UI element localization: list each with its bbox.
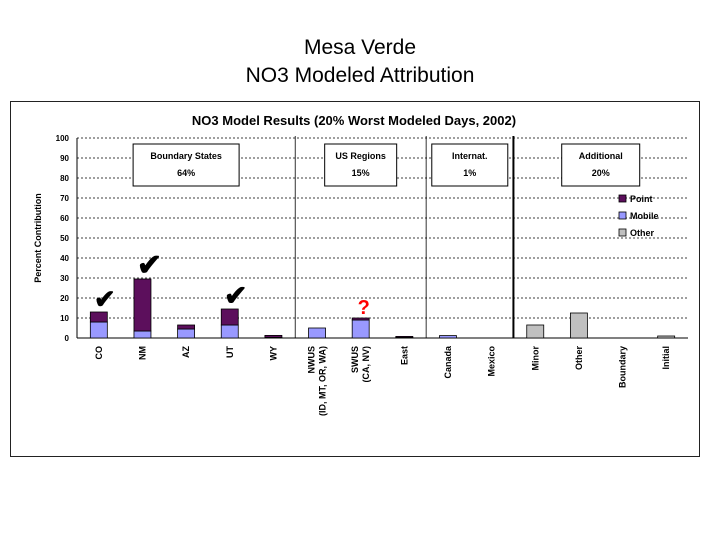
group-box-label: Internat. [452, 151, 488, 161]
bar-mobile [220, 324, 239, 339]
y-tick-label: 90 [60, 154, 69, 163]
x-tick-label: Mexico [487, 346, 497, 377]
chart-figure: NO3 Model Results (20% Worst Modeled Day… [10, 101, 700, 457]
y-tick-label: 20 [60, 294, 69, 303]
y-axis-label: Percent Contribution [33, 193, 43, 283]
x-tick-label: SWUS [350, 346, 360, 373]
bar-other [657, 335, 676, 339]
group-box-value: 15% [352, 168, 370, 178]
y-tick-label: 40 [60, 254, 69, 263]
bar-point [220, 308, 239, 326]
bar-other [569, 312, 588, 339]
bar-point [177, 324, 196, 330]
group-box [561, 143, 641, 187]
y-tick-label: 70 [60, 194, 69, 203]
bar-mobile [351, 319, 370, 339]
legend-swatch [618, 211, 627, 220]
y-tick-label: 80 [60, 174, 69, 183]
legend-swatch [618, 228, 627, 237]
bar-point [89, 311, 108, 323]
bar-point [264, 334, 283, 338]
question-mark-annotation: ? [358, 297, 370, 319]
group-box [324, 143, 398, 187]
checkmark-annotation: ✔ [224, 280, 247, 311]
y-tick-label: 50 [60, 234, 69, 243]
slide-title-line1: Mesa Verde [303, 36, 417, 59]
group-box-label: Additional [579, 151, 623, 161]
x-tick-label: East [399, 346, 409, 365]
slide-title-line2: NO3 Modeled Attribution [245, 64, 475, 87]
legend-swatch [618, 194, 627, 203]
bar-mobile [308, 327, 326, 339]
x-tick-label: Boundary [618, 346, 628, 388]
bar-point [133, 278, 152, 332]
bar-mobile [177, 328, 196, 339]
nitrate-attribution-chart: NO3 Model Results (20% Worst Modeled Day… [33, 113, 688, 416]
x-tick-label: NWUS [307, 346, 317, 374]
x-tick-label: Other [574, 346, 584, 371]
group-box-value: 1% [463, 168, 476, 178]
x-tick-label: CO [94, 346, 104, 360]
group-box [132, 143, 240, 187]
bar-point [351, 317, 370, 321]
x-tick-label: AZ [181, 346, 191, 358]
legend-label: Point [630, 194, 653, 204]
y-tick-label: 0 [65, 334, 70, 343]
bar-mobile [89, 321, 108, 339]
group-box-value: 64% [177, 168, 195, 178]
legend-label: Mobile [630, 211, 659, 221]
group-box [431, 143, 509, 187]
group-box-label: Boundary States [150, 151, 222, 161]
x-tick-label: (ID, MT, OR, WA) [318, 346, 328, 416]
bar-mobile [439, 335, 457, 339]
checkmark-annotation: ✔ [137, 249, 162, 282]
bar-point [395, 335, 414, 338]
chart-title: NO3 Model Results (20% Worst Modeled Day… [192, 113, 516, 128]
bar-mobile [133, 330, 152, 339]
y-tick-label: 30 [60, 274, 69, 283]
x-tick-label: Initial [661, 346, 671, 370]
x-tick-label: (CA, NV) [361, 346, 371, 383]
legend-label: Other [630, 228, 655, 238]
x-tick-label: Canada [443, 345, 453, 379]
group-box-label: US Regions [335, 151, 386, 161]
y-tick-label: 100 [56, 134, 70, 143]
checkmark-annotation: ✔ [94, 284, 116, 314]
x-tick-label: UT [225, 346, 235, 358]
y-tick-label: 10 [60, 314, 69, 323]
y-tick-label: 60 [60, 214, 69, 223]
x-tick-label: Minor [530, 346, 540, 371]
group-box-value: 20% [592, 168, 610, 178]
x-tick-label: WY [268, 346, 278, 361]
x-tick-label: NM [137, 346, 147, 360]
bar-other [526, 324, 545, 339]
